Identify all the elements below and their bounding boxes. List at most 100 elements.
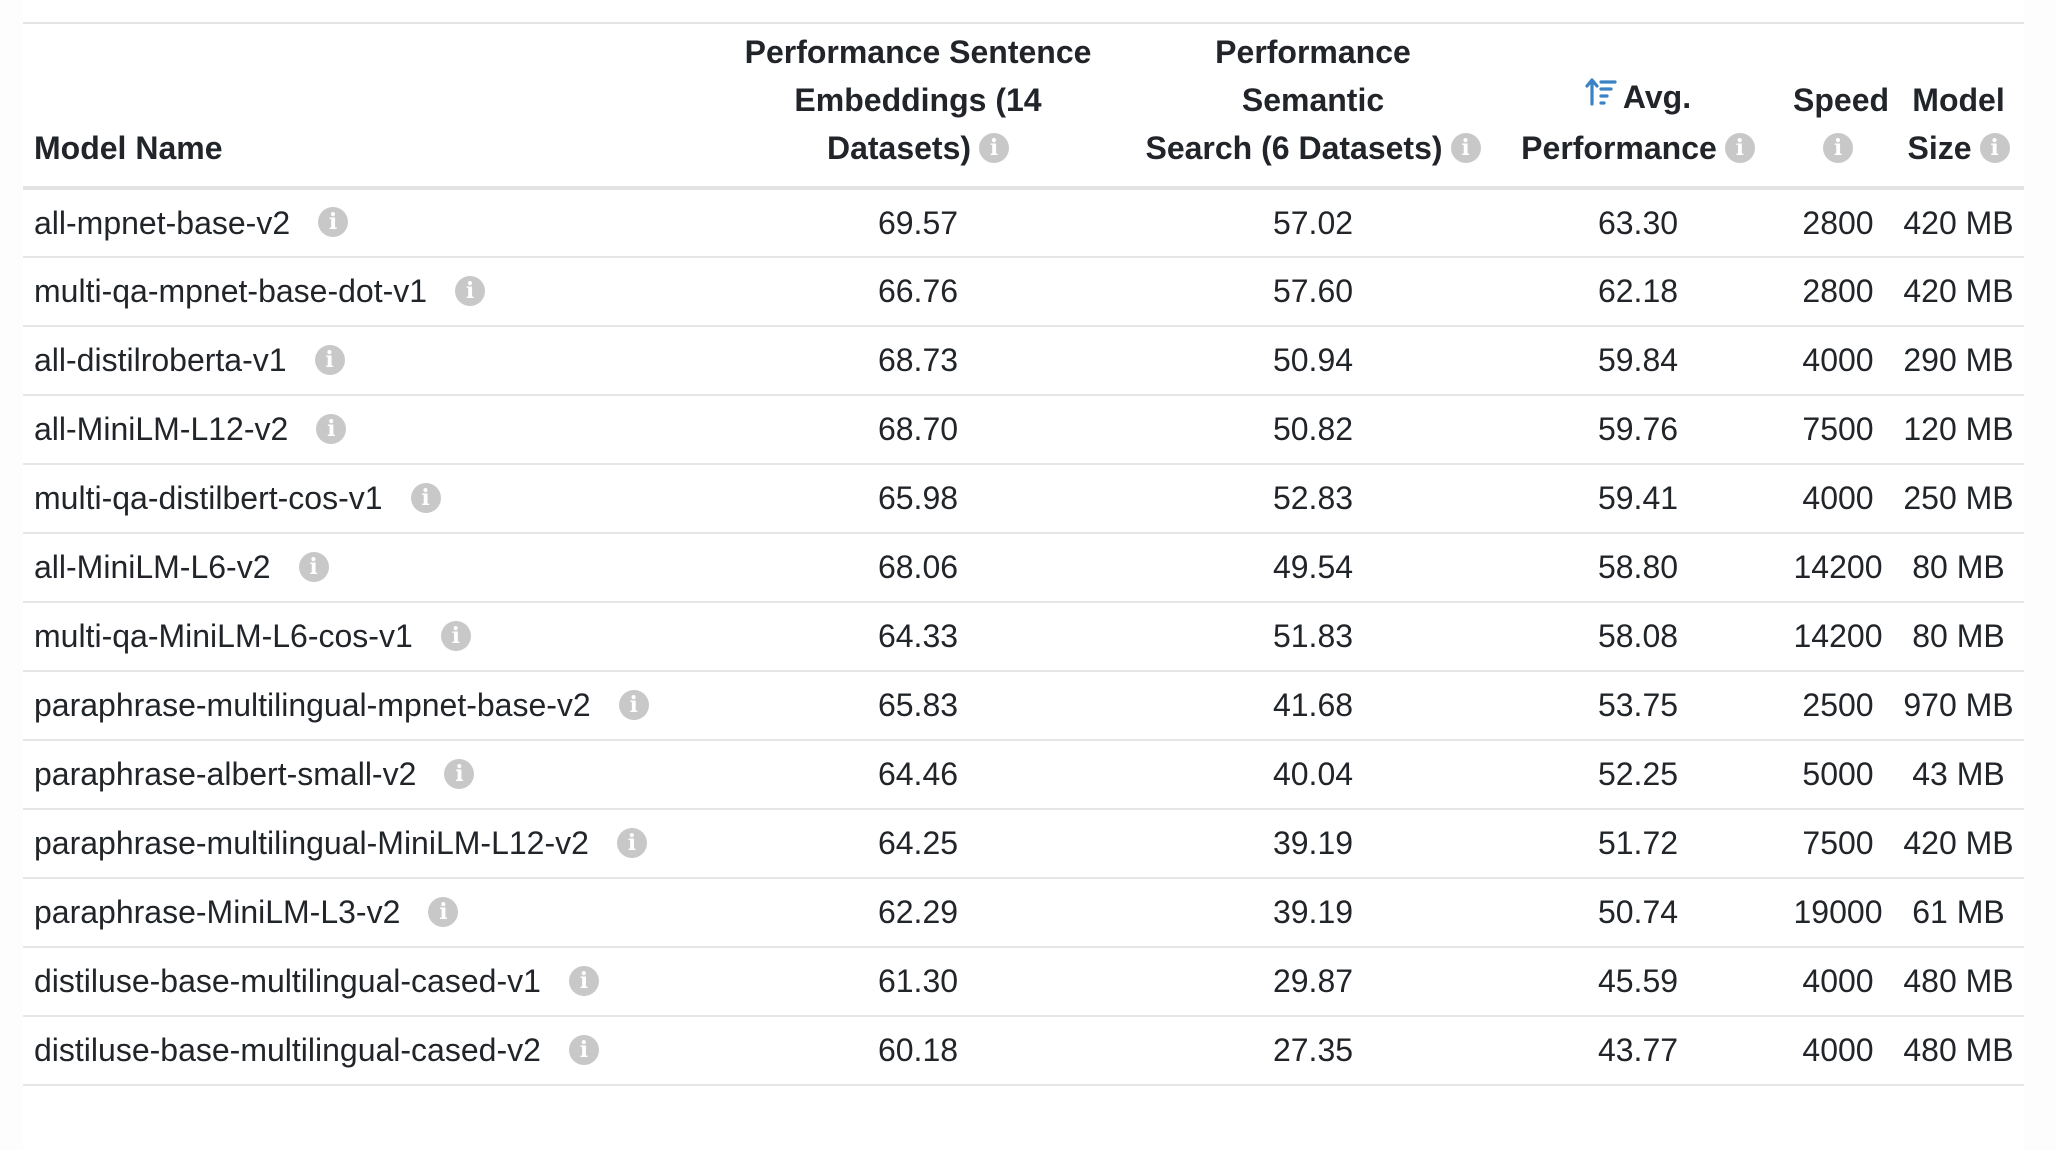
cell-speed: 2800 bbox=[1783, 257, 1893, 327]
table-row[interactable]: all-mpnet-base-v2 i 69.57 57.02 63.30 2800 420… bbox=[23, 188, 2024, 258]
sort-descending-icon[interactable] bbox=[1585, 72, 1617, 120]
models-table-container: Model Name Performance Sentence Embeddin… bbox=[23, 0, 2024, 1150]
info-icon[interactable]: i bbox=[616, 827, 647, 858]
table-row[interactable]: all-distilroberta-v1 i 68.73 50.94 59.84 4000… bbox=[23, 326, 2024, 396]
cell-avg-performance: 45.59 bbox=[1493, 947, 1783, 1017]
cell-model-size: 420 MB bbox=[1893, 809, 2024, 879]
cell-perf-sentence: 68.06 bbox=[703, 533, 1133, 603]
header-perf-sentence-embeddings[interactable]: Performance Sentence Embeddings (14 Data… bbox=[703, 24, 1133, 190]
table-row[interactable]: paraphrase-multilingual-mpnet-base-v2 i 65… bbox=[23, 671, 2024, 741]
cell-model-name: paraphrase-MiniLM-L3-v2 i bbox=[23, 878, 703, 948]
info-icon[interactable]: i bbox=[618, 689, 649, 720]
cell-speed: 7500 bbox=[1783, 395, 1893, 465]
cell-model-size: 120 MB bbox=[1893, 395, 2024, 465]
cell-model-size: 970 MB bbox=[1893, 671, 2024, 741]
cell-model-name: all-MiniLM-L6-v2 i bbox=[23, 533, 703, 603]
table-row[interactable]: multi-qa-MiniLM-L6-cos-v1 i 64.33 51.83 58.0… bbox=[23, 602, 2024, 672]
model-name-text: all-MiniLM-L6-v2 bbox=[34, 549, 271, 585]
info-icon[interactable]: i bbox=[979, 132, 1010, 163]
header-avg-label-line1: Avg. bbox=[1622, 79, 1692, 116]
cell-perf-sentence: 61.30 bbox=[703, 947, 1133, 1017]
info-icon[interactable]: i bbox=[318, 207, 349, 238]
cell-speed: 4000 bbox=[1783, 464, 1893, 534]
cell-perf-semantic: 27.35 bbox=[1133, 1016, 1493, 1086]
table-row[interactable]: multi-qa-mpnet-base-dot-v1 i 66.76 57.60 62.… bbox=[23, 257, 2024, 327]
table-row[interactable]: all-MiniLM-L12-v2 i 68.70 50.82 59.76 7500 120… bbox=[23, 395, 2024, 465]
table-row[interactable]: all-MiniLM-L6-v2 i 68.06 49.54 58.80 14200 80 … bbox=[23, 533, 2024, 603]
info-icon[interactable]: i bbox=[410, 482, 441, 513]
cell-avg-performance: 62.18 bbox=[1493, 257, 1783, 327]
header-avg-label-line2: Performance bbox=[1521, 130, 1717, 166]
model-name-text: all-MiniLM-L12-v2 bbox=[34, 411, 289, 447]
header-perf-sentence-label-line3: Datasets) bbox=[826, 130, 972, 166]
table-row[interactable]: multi-qa-distilbert-cos-v1 i 65.98 52.83 59.… bbox=[23, 464, 2024, 534]
cell-model-size: 80 MB bbox=[1893, 602, 2024, 672]
info-icon[interactable]: i bbox=[568, 1034, 599, 1065]
info-icon[interactable]: i bbox=[568, 965, 599, 996]
model-name-text: multi-qa-MiniLM-L6-cos-v1 bbox=[34, 618, 413, 654]
cell-speed: 19000 bbox=[1783, 878, 1893, 948]
cell-perf-semantic: 49.54 bbox=[1133, 533, 1493, 603]
header-model-name[interactable]: Model Name bbox=[23, 24, 703, 190]
cell-speed: 2800 bbox=[1783, 188, 1893, 258]
cell-model-size: 420 MB bbox=[1893, 257, 2024, 327]
cell-model-name: all-MiniLM-L12-v2 i bbox=[23, 395, 703, 465]
model-name-text: paraphrase-multilingual-mpnet-base-v2 bbox=[34, 687, 591, 723]
model-name-text: paraphrase-albert-small-v2 bbox=[34, 756, 417, 792]
header-perf-sentence-label-line2: Embeddings (14 bbox=[794, 82, 1042, 118]
cell-model-name: multi-qa-mpnet-base-dot-v1 i bbox=[23, 257, 703, 327]
table-row[interactable]: distiluse-base-multilingual-cased-v1 i 61.… bbox=[23, 947, 2024, 1017]
info-icon[interactable]: i bbox=[298, 551, 329, 582]
info-icon[interactable]: i bbox=[455, 275, 486, 306]
info-icon[interactable]: i bbox=[314, 344, 345, 375]
cell-perf-semantic: 29.87 bbox=[1133, 947, 1493, 1017]
table-row[interactable]: paraphrase-albert-small-v2 i 64.46 40.04 52.… bbox=[23, 740, 2024, 810]
cell-model-size: 480 MB bbox=[1893, 1016, 2024, 1086]
info-icon[interactable]: i bbox=[428, 896, 459, 927]
table-header: Model Name Performance Sentence Embeddin… bbox=[23, 24, 2024, 190]
cell-perf-sentence: 68.70 bbox=[703, 395, 1133, 465]
info-icon[interactable]: i bbox=[1823, 132, 1853, 163]
cell-avg-performance: 53.75 bbox=[1493, 671, 1783, 741]
header-perf-sentence-label-line1: Performance Sentence bbox=[744, 34, 1092, 70]
info-icon[interactable]: i bbox=[1724, 132, 1755, 163]
table-row[interactable]: paraphrase-MiniLM-L3-v2 i 62.29 39.19 50.74 1… bbox=[23, 878, 2024, 948]
cell-perf-sentence: 68.73 bbox=[703, 326, 1133, 396]
table-row[interactable]: distiluse-base-multilingual-cased-v2 i 60.… bbox=[23, 1016, 2024, 1086]
header-avg-performance[interactable]: Avg. Performance i bbox=[1493, 24, 1783, 190]
models-table: Model Name Performance Sentence Embeddin… bbox=[23, 24, 2024, 1086]
cell-perf-sentence: 62.29 bbox=[703, 878, 1133, 948]
info-icon[interactable]: i bbox=[1450, 132, 1481, 163]
header-speed[interactable]: Speed i bbox=[1783, 24, 1893, 190]
cell-perf-semantic: 41.68 bbox=[1133, 671, 1493, 741]
info-icon[interactable]: i bbox=[316, 413, 347, 444]
table-row[interactable]: paraphrase-multilingual-MiniLM-L12-v2 i 64… bbox=[23, 809, 2024, 879]
cell-model-size: 420 MB bbox=[1893, 188, 2024, 258]
cell-model-name: paraphrase-albert-small-v2 i bbox=[23, 740, 703, 810]
cell-speed: 4000 bbox=[1783, 947, 1893, 1017]
header-perf-semantic-search[interactable]: Performance Semantic Search (6 Datasets)… bbox=[1133, 24, 1493, 190]
cell-avg-performance: 63.30 bbox=[1493, 188, 1783, 258]
cell-speed: 5000 bbox=[1783, 740, 1893, 810]
cell-avg-performance: 59.41 bbox=[1493, 464, 1783, 534]
header-speed-label: Speed bbox=[1793, 82, 1890, 118]
cell-perf-semantic: 50.82 bbox=[1133, 395, 1493, 465]
cell-model-name: paraphrase-multilingual-mpnet-base-v2 i bbox=[23, 671, 703, 741]
top-divider bbox=[23, 22, 2024, 24]
cell-perf-semantic: 39.19 bbox=[1133, 878, 1493, 948]
header-model-name-label: Model Name bbox=[34, 130, 223, 166]
cell-perf-sentence: 69.57 bbox=[703, 188, 1133, 258]
cell-perf-semantic: 52.83 bbox=[1133, 464, 1493, 534]
header-model-size[interactable]: Model Size i bbox=[1893, 24, 2024, 190]
cell-speed: 14200 bbox=[1783, 602, 1893, 672]
info-icon[interactable]: i bbox=[444, 758, 475, 789]
cell-model-name: all-distilroberta-v1 i bbox=[23, 326, 703, 396]
cell-model-name: multi-qa-distilbert-cos-v1 i bbox=[23, 464, 703, 534]
cell-perf-sentence: 60.18 bbox=[703, 1016, 1133, 1086]
cell-avg-performance: 58.80 bbox=[1493, 533, 1783, 603]
info-icon[interactable]: i bbox=[440, 620, 471, 651]
model-name-text: paraphrase-multilingual-MiniLM-L12-v2 bbox=[34, 825, 589, 861]
model-name-text: distiluse-base-multilingual-cased-v1 bbox=[34, 963, 541, 999]
cell-perf-semantic: 57.60 bbox=[1133, 257, 1493, 327]
info-icon[interactable]: i bbox=[1979, 132, 2010, 163]
